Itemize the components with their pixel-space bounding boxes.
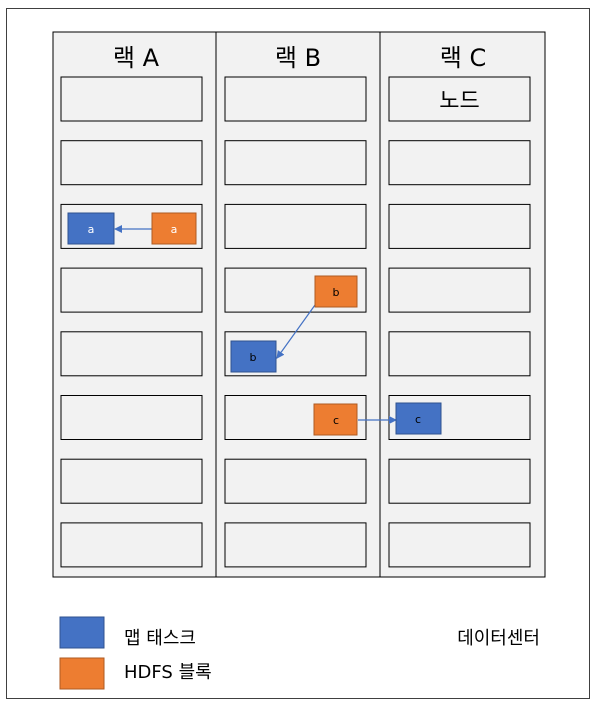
rack-a-node-4 bbox=[60, 267, 203, 313]
hdfs-block-c-label: c bbox=[333, 414, 339, 427]
rack-a-node-6 bbox=[60, 395, 203, 440]
rack-a-node-5 bbox=[60, 331, 203, 377]
rack-b-node-7 bbox=[224, 458, 367, 504]
hdfs-block-b-label: b bbox=[333, 286, 340, 299]
rack-b-node-1 bbox=[224, 76, 367, 122]
map-task-block-a-label: a bbox=[88, 223, 95, 236]
rack-c-node-8 bbox=[388, 522, 531, 568]
rack-a-title: 랙 A bbox=[113, 44, 160, 72]
legend-map-task-label: 맵 태스크 bbox=[124, 628, 196, 649]
rack-c-title: 랙 C bbox=[440, 44, 486, 72]
datacenter-label: 데이터센터 bbox=[457, 628, 540, 649]
rack-b-node-8 bbox=[224, 522, 367, 568]
rack-a-node-8 bbox=[60, 522, 203, 568]
map-task-block-c-label: c bbox=[415, 413, 421, 426]
rack-a-node-2 bbox=[60, 140, 203, 186]
rack-b-node-2 bbox=[224, 140, 367, 186]
hdfs-block-a bbox=[151, 212, 197, 245]
rack-c-node-1 bbox=[388, 76, 531, 122]
map-task-block-b bbox=[230, 340, 277, 373]
map-task-block-a bbox=[67, 212, 115, 245]
rack-c-node-7 bbox=[388, 458, 531, 504]
rack-a-node-1 bbox=[60, 76, 203, 122]
legend-hdfs-block-swatch bbox=[59, 657, 105, 690]
hdfs-block-c bbox=[313, 403, 358, 436]
arrow-b bbox=[276, 304, 316, 359]
map-task-block-c bbox=[395, 402, 442, 435]
rack-b-title: 랙 B bbox=[275, 44, 321, 72]
legend-map-task-swatch bbox=[59, 616, 105, 649]
rack-b-node-3 bbox=[224, 203, 367, 249]
rack-c-node-2 bbox=[388, 140, 531, 186]
map-task-block-b-label: b bbox=[250, 351, 257, 364]
legend-hdfs-block-label: HDFS 블록 bbox=[124, 662, 212, 683]
node-label: 노드 bbox=[439, 89, 479, 114]
hdfs-block-b bbox=[314, 275, 358, 308]
rack-c-node-5 bbox=[388, 331, 531, 377]
rack-c-node-3 bbox=[388, 203, 531, 249]
rack-a-node-7 bbox=[60, 458, 203, 504]
hdfs-block-a-label: a bbox=[171, 223, 178, 236]
rack-c-node-4 bbox=[388, 267, 531, 313]
